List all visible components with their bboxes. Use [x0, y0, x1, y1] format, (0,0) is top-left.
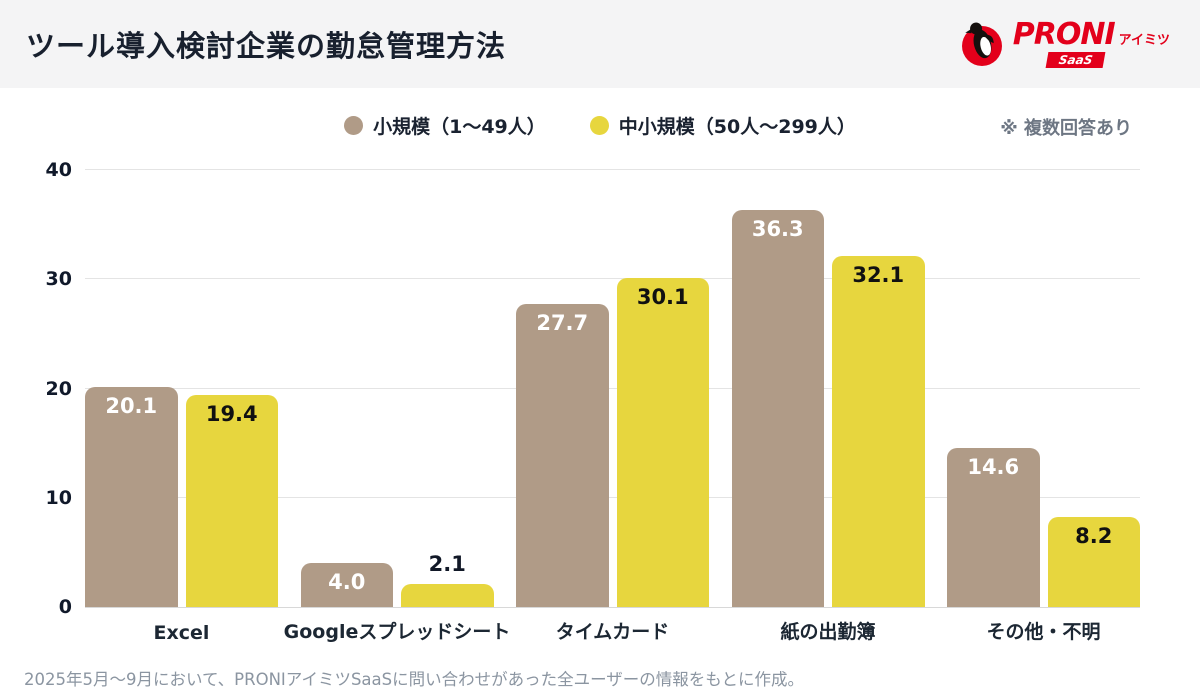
bar: 14.6	[947, 447, 1040, 607]
multiple-answers-note: ※ 複数回答あり	[1000, 118, 1132, 139]
x-axis-label: Googleスプレッドシート	[283, 621, 511, 643]
logo-saas-badge: SaaS	[1045, 52, 1106, 68]
bar: 4.0	[300, 563, 393, 607]
bar-group: 27.7 30.1 タイムカード	[516, 170, 709, 643]
gridline	[85, 496, 1140, 498]
bar: 36.3	[731, 210, 824, 607]
legend-label: 中小規模（50人〜299人）	[618, 116, 856, 138]
bar: 19.4	[185, 395, 278, 607]
legend-swatch-brown	[344, 116, 364, 135]
bar-value-label: 20.1	[105, 394, 158, 419]
logo-brand-text: PRONI	[1012, 17, 1116, 52]
y-axis-tick-label: 40	[45, 159, 72, 181]
legend-item-small-company: 小規模（1〜49人）	[344, 112, 546, 139]
bar-group: 36.3 32.1 紙の出勤簿	[731, 170, 925, 643]
bar: 30.1	[616, 278, 709, 607]
header: ツール導入検討企業の勤怠管理方法 PRONI アイミツ SaaS	[0, 0, 1200, 88]
bar-value-label: 32.1	[852, 263, 905, 288]
bar: 2.1	[401, 552, 494, 607]
x-axis-label: その他・不明	[986, 621, 1101, 643]
bar-chart-plot-area: 0 10 20 30 40 20.1 19.4 Excel 4.0 2.1 Googleスプレッドシ…	[46, 159, 1140, 644]
bar: 32.1	[832, 256, 925, 607]
bar-value-label: 30.1	[636, 285, 689, 310]
chart-legend: 小規模（1〜49人） 中小規模（50人〜299人）	[0, 112, 1200, 139]
x-axis-label: タイムカード	[555, 621, 670, 643]
source-note: 2025年5月〜9月において、PRONIアイミツSaaSに問い合わせがあった全ユ…	[24, 670, 804, 689]
bar-value-label: 27.7	[536, 311, 589, 336]
bars-row: 20.1 19.4 Excel 4.0 2.1 Googleスプレッドシート 27.7 30.…	[85, 170, 1140, 644]
logo-sub-text: アイミツ	[1118, 33, 1170, 48]
gridline	[85, 169, 1140, 170]
bar-value-label: 2.1	[428, 552, 466, 577]
bar: 20.1	[85, 387, 178, 607]
page-title: ツール導入検討企業の勤怠管理方法	[26, 29, 507, 63]
bar-group: 20.1 19.4 Excel	[85, 170, 278, 644]
bar-value-label: 4.0	[328, 570, 366, 595]
gridline	[85, 387, 1140, 389]
bar: 8.2	[1047, 517, 1140, 607]
y-axis-tick-label: 20	[45, 377, 72, 400]
proni-logo: PRONI アイミツ SaaS	[957, 16, 1170, 72]
bar-group: 14.6 8.2 その他・不明	[947, 170, 1140, 643]
bar-value-label: 14.6	[967, 454, 1020, 479]
bar: 27.7	[516, 304, 609, 607]
y-axis-tick-label: 10	[45, 486, 72, 509]
y-axis-tick-label: 0	[58, 596, 72, 618]
bar-group: 4.0 2.1 Googleスプレッドシート	[284, 170, 511, 643]
bar-value-label: 8.2	[1075, 524, 1113, 549]
logo-text: PRONI アイミツ SaaS	[1013, 20, 1170, 68]
gridline	[85, 278, 1140, 280]
bar-value-label: 19.4	[205, 402, 258, 427]
legend-swatch-yellow	[589, 116, 609, 135]
legend-item-mid-company: 中小規模（50人〜299人）	[589, 112, 856, 139]
x-axis-label: Excel	[153, 622, 210, 644]
penguin-logo-icon	[957, 16, 1007, 72]
bar-value-label: 36.3	[751, 217, 804, 242]
legend-label: 小規模（1〜49人）	[373, 116, 546, 138]
x-axis-label: 紙の出勤簿	[780, 621, 876, 643]
y-axis-tick-label: 30	[45, 268, 72, 291]
